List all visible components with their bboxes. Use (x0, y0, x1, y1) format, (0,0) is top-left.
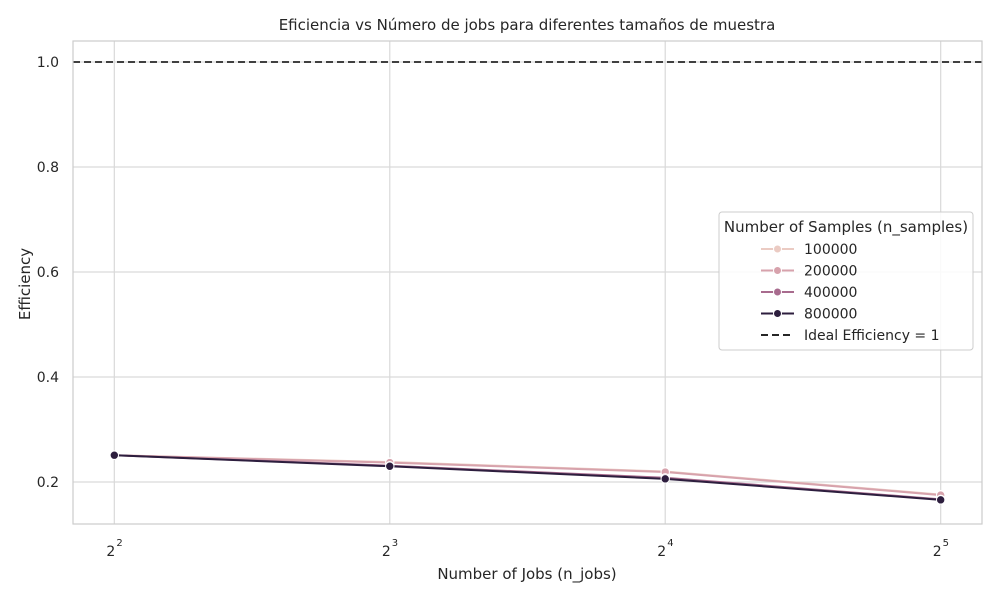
legend-entry: 100000 (761, 242, 857, 258)
x-tick-base: 2 (657, 544, 666, 560)
legend-box (718, 211, 974, 351)
data-point (385, 461, 395, 471)
legend-label: Ideal Efficiency = 1 (804, 328, 940, 344)
legend-label: 800000 (804, 307, 857, 323)
y-axis-ticks: 0.2 0.4 0.6 0.8 1.0 (37, 55, 59, 491)
x-tick-exponent: 2 (116, 538, 122, 549)
legend-marker (773, 244, 782, 254)
y-tick-label: 0.8 (37, 160, 59, 176)
series-layer (109, 450, 946, 505)
x-tick-exponent: 4 (667, 538, 673, 549)
x-tick-base: 2 (382, 544, 391, 560)
legend-entry: 400000 (761, 285, 857, 301)
y-tick-label: 0.4 (37, 370, 59, 386)
legend-label: 200000 (804, 264, 857, 280)
x-tick-base: 2 (933, 544, 942, 560)
y-axis-label: Efficiency (16, 248, 34, 320)
legend-marker (773, 266, 782, 275)
x-tick-label: 25 (933, 538, 949, 560)
legend-marker (773, 287, 782, 297)
x-tick-label: 23 (382, 538, 398, 560)
data-point (935, 495, 946, 505)
x-tick-label: 22 (106, 538, 122, 560)
x-tick-label: 24 (657, 538, 673, 560)
x-tick-exponent: 5 (943, 538, 949, 549)
series-line (114, 454, 941, 501)
x-axis-label: Number of Jobs (n_jobs) (437, 565, 616, 584)
data-point (660, 474, 670, 484)
legend-entry: 800000 (761, 307, 857, 323)
plot-frame (72, 40, 983, 525)
x-tick-exponent: 3 (392, 538, 398, 549)
legend-entry: 200000 (761, 264, 857, 280)
legend-marker (773, 309, 782, 318)
legend-label: 100000 (804, 242, 857, 258)
series-line (114, 454, 941, 501)
data-point (109, 450, 120, 460)
legend: Number of Samples (n_samples) 100000 20000… (718, 211, 974, 351)
y-tick-label: 0.6 (37, 265, 59, 281)
legend-entry: Ideal Efficiency = 1 (761, 328, 940, 344)
series-400000 (109, 450, 946, 505)
legend-label: 400000 (804, 285, 857, 301)
y-tick-label: 0.2 (37, 475, 59, 491)
chart-title: Eficiencia vs Número de jobs para difere… (279, 16, 776, 34)
x-tick-base: 2 (106, 544, 115, 560)
series-800000 (109, 450, 946, 505)
y-tick-label: 1.0 (37, 55, 59, 71)
series-200000 (109, 450, 946, 500)
series-line (114, 454, 941, 497)
legend-title: Number of Samples (n_samples) (724, 218, 968, 237)
